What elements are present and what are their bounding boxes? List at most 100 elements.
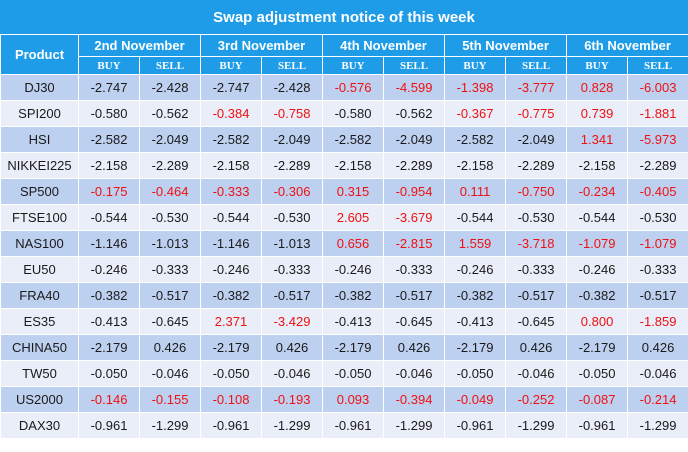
buy-value-cell: -0.049 bbox=[444, 386, 507, 413]
sell-value-cell: -0.394 bbox=[383, 386, 446, 413]
sell-value-cell: 0.426 bbox=[627, 334, 688, 361]
sell-value-cell: -0.645 bbox=[139, 308, 201, 335]
sell-value-cell: -1.299 bbox=[260, 412, 324, 439]
sell-value-cell: -0.530 bbox=[505, 204, 568, 231]
buy-value-cell: -2.158 bbox=[566, 152, 629, 179]
product-cell: SP500 bbox=[0, 178, 79, 205]
buy-value-cell: -0.050 bbox=[200, 360, 262, 387]
table-row: NAS100 -1.146 -1.013 -1.146 -1.013 0.656 -2.81… bbox=[0, 230, 688, 257]
buy-value-cell: 0.739 bbox=[566, 100, 629, 127]
buy-value-cell: -0.382 bbox=[566, 282, 629, 309]
sell-value-cell: -0.954 bbox=[383, 178, 446, 205]
sell-value-cell: -0.155 bbox=[139, 386, 201, 413]
day-header: 4th November bbox=[322, 34, 446, 57]
buy-value-cell: -2.179 bbox=[566, 334, 629, 361]
buy-header: BUY bbox=[444, 56, 507, 75]
sell-value-cell: -1.079 bbox=[627, 230, 688, 257]
sell-header: SELL bbox=[139, 56, 201, 75]
buy-value-cell: -2.582 bbox=[444, 126, 507, 153]
buy-value-cell: -0.382 bbox=[444, 282, 507, 309]
buy-value-cell: -2.179 bbox=[444, 334, 507, 361]
product-cell: ES35 bbox=[0, 308, 79, 335]
buy-value-cell: -0.050 bbox=[322, 360, 385, 387]
sell-value-cell: -2.049 bbox=[260, 126, 324, 153]
sell-value-cell: -1.881 bbox=[627, 100, 688, 127]
buy-value-cell: -0.544 bbox=[78, 204, 140, 231]
table-body: DJ30 -2.747 -2.428 -2.747 -2.428 -0.576 -4.599… bbox=[0, 74, 688, 439]
sell-value-cell: -0.046 bbox=[505, 360, 568, 387]
product-cell: DJ30 bbox=[0, 74, 79, 101]
buy-value-cell: 0.111 bbox=[444, 178, 507, 205]
table-row: SPI200 -0.580 -0.562 -0.384 -0.758 -0.580 -0.5… bbox=[0, 100, 688, 127]
buy-value-cell: -1.146 bbox=[200, 230, 262, 257]
buy-value-cell: -0.050 bbox=[566, 360, 629, 387]
product-cell: NIKKEI225 bbox=[0, 152, 79, 179]
buy-value-cell: -2.179 bbox=[322, 334, 385, 361]
sell-value-cell: -1.013 bbox=[139, 230, 201, 257]
buy-value-cell: -2.582 bbox=[78, 126, 140, 153]
sell-value-cell: -2.049 bbox=[383, 126, 446, 153]
table-header: Product 2nd November 3rd November 4th No… bbox=[0, 34, 688, 75]
buy-value-cell: -0.050 bbox=[78, 360, 140, 387]
buy-value-cell: -0.246 bbox=[566, 256, 629, 283]
table-row: EU50 -0.246 -0.333 -0.246 -0.333 -0.246 -0.333… bbox=[0, 256, 688, 283]
sell-value-cell: -0.464 bbox=[139, 178, 201, 205]
buy-value-cell: -0.961 bbox=[566, 412, 629, 439]
sell-value-cell: -0.517 bbox=[627, 282, 688, 309]
product-cell: FRA40 bbox=[0, 282, 79, 309]
table-row: NIKKEI225 -2.158 -2.289 -2.158 -2.289 -2.158-… bbox=[0, 152, 688, 179]
buy-value-cell: -2.582 bbox=[200, 126, 262, 153]
day-header: 3rd November bbox=[199, 34, 324, 57]
product-cell: NAS100 bbox=[0, 230, 79, 257]
sell-value-cell: -2.289 bbox=[505, 152, 568, 179]
sell-header: SELL bbox=[627, 56, 688, 75]
buy-value-cell: -0.544 bbox=[200, 204, 262, 231]
product-cell: US2000 bbox=[0, 386, 79, 413]
sell-value-cell: -0.530 bbox=[139, 204, 201, 231]
buy-header: BUY bbox=[200, 56, 262, 75]
sell-value-cell: 0.426 bbox=[260, 334, 324, 361]
buy-value-cell: -2.158 bbox=[78, 152, 140, 179]
sell-value-cell: -0.517 bbox=[139, 282, 201, 309]
sell-value-cell: -0.562 bbox=[383, 100, 446, 127]
sell-value-cell: -0.306 bbox=[260, 178, 324, 205]
sell-value-cell: -0.333 bbox=[505, 256, 568, 283]
sell-value-cell: 0.426 bbox=[383, 334, 446, 361]
table-row: ES35 -0.413 -0.645 2.371 -3.429 -0.413 -0.645-… bbox=[0, 308, 688, 335]
buy-value-cell: -0.087 bbox=[566, 386, 629, 413]
buy-value-cell: -1.079 bbox=[566, 230, 629, 257]
buy-value-cell: 0.800 bbox=[566, 308, 629, 335]
buy-value-cell: -0.246 bbox=[200, 256, 262, 283]
sell-value-cell: -3.429 bbox=[260, 308, 324, 335]
buy-value-cell: -0.544 bbox=[444, 204, 507, 231]
buy-value-cell: 0.828 bbox=[566, 74, 629, 101]
sell-value-cell: 0.426 bbox=[505, 334, 568, 361]
buy-value-cell: -0.234 bbox=[566, 178, 629, 205]
buy-value-cell: -2.158 bbox=[322, 152, 385, 179]
buy-value-cell: -0.108 bbox=[200, 386, 262, 413]
sell-value-cell: -3.777 bbox=[505, 74, 568, 101]
sell-value-cell: -1.299 bbox=[383, 412, 446, 439]
day-header: 2nd November bbox=[78, 34, 201, 57]
buy-value-cell: -2.747 bbox=[78, 74, 140, 101]
day-header: 5th November bbox=[444, 34, 568, 57]
sell-value-cell: -0.750 bbox=[505, 178, 568, 205]
buy-value-cell: -0.413 bbox=[444, 308, 507, 335]
sell-value-cell: -4.599 bbox=[383, 74, 446, 101]
buy-value-cell: -0.246 bbox=[322, 256, 385, 283]
buy-value-cell: -0.961 bbox=[78, 412, 140, 439]
table-row: US2000 -0.146 -0.155 -0.108 -0.193 0.093 -0.39… bbox=[0, 386, 688, 413]
sell-value-cell: -0.193 bbox=[260, 386, 324, 413]
sell-value-cell: -0.645 bbox=[383, 308, 446, 335]
sell-value-cell: -0.214 bbox=[627, 386, 688, 413]
sell-value-cell: -5.973 bbox=[627, 126, 688, 153]
buy-value-cell: -0.382 bbox=[78, 282, 140, 309]
sell-value-cell: -0.405 bbox=[627, 178, 688, 205]
sell-value-cell: -2.428 bbox=[139, 74, 201, 101]
sell-value-cell: -1.299 bbox=[139, 412, 201, 439]
buy-value-cell: -0.413 bbox=[322, 308, 385, 335]
buy-value-cell: -1.146 bbox=[78, 230, 140, 257]
sell-value-cell: -0.333 bbox=[139, 256, 201, 283]
product-cell: SPI200 bbox=[0, 100, 79, 127]
buy-value-cell: -0.961 bbox=[322, 412, 385, 439]
